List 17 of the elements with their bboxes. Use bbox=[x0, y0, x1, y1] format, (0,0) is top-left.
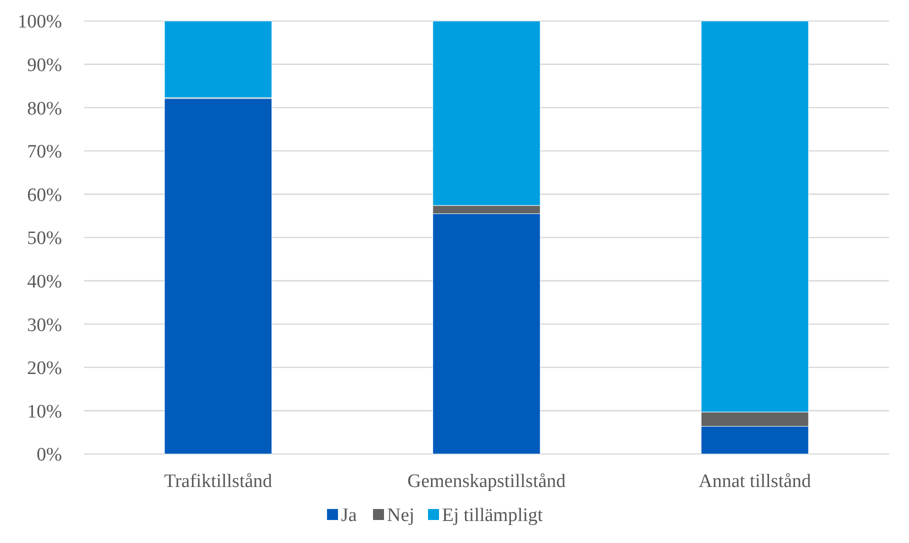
legend-label: Ej tillämpligt bbox=[442, 505, 544, 526]
y-tick-label: 60% bbox=[27, 184, 62, 206]
y-tick-label: 10% bbox=[27, 401, 62, 422]
y-tick-label: 90% bbox=[27, 54, 62, 76]
y-tick-label: 50% bbox=[27, 228, 62, 250]
y-tick-label: 80% bbox=[27, 98, 62, 120]
y-tick-label: 0% bbox=[36, 444, 62, 466]
legend-label: Ja bbox=[341, 505, 358, 526]
x-tick-label: Annat tillstånd bbox=[698, 471, 812, 492]
y-tick-label: 30% bbox=[27, 314, 62, 336]
y-tick-label: 100% bbox=[18, 12, 62, 33]
x-tick-label: Trafiktillstånd bbox=[164, 471, 273, 492]
legend-label: Nej bbox=[387, 505, 414, 526]
y-tick-label: 40% bbox=[27, 271, 62, 292]
x-tick-label: Gemenskapstillstånd bbox=[407, 471, 566, 492]
y-tick-label: 70% bbox=[27, 142, 62, 163]
y-tick-label: 20% bbox=[27, 358, 62, 380]
